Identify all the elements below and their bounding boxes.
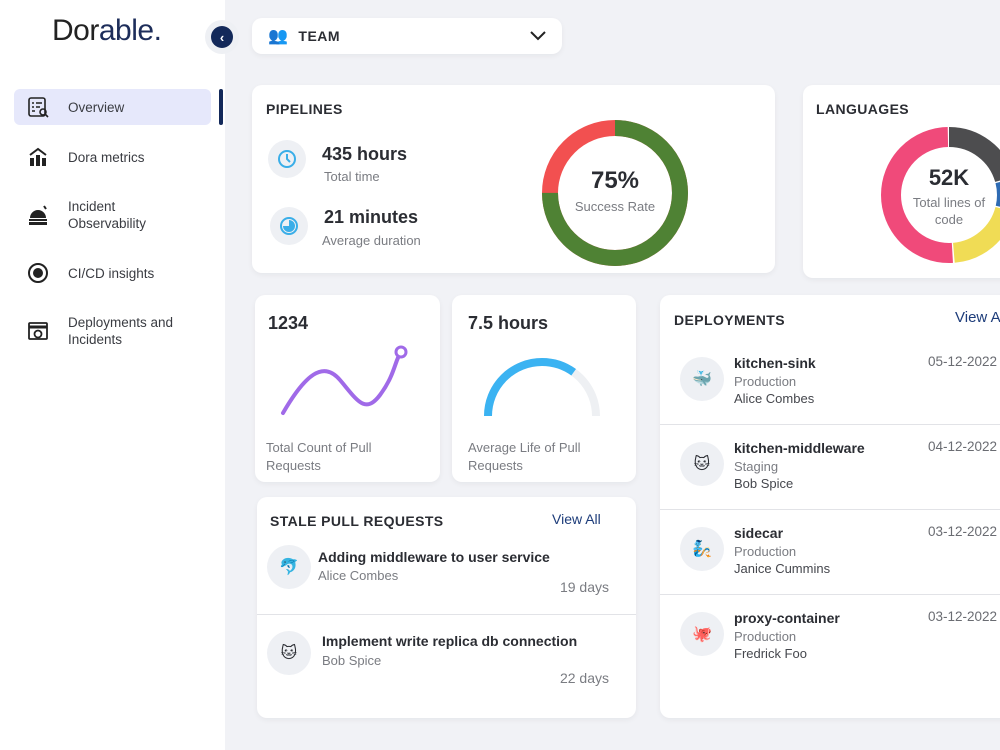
deployment-user: Janice Cummins (734, 561, 831, 576)
overview-icon (26, 95, 50, 119)
success-rate-donut (542, 120, 688, 266)
sidebar-item-label: Deployments and Incidents (68, 315, 174, 347)
donut-success-segment (542, 120, 688, 266)
chevron-left-icon: ‹ (211, 26, 233, 48)
avatar: 🐬 (267, 545, 311, 589)
deployment-date: 03-12-2022 (928, 524, 998, 539)
logo[interactable]: Dorable. (52, 14, 162, 47)
avatar: 🐱 (680, 442, 724, 486)
sidebar-item-incident-observability[interactable]: Incident Observability (14, 197, 211, 233)
total-lines-value: 52K (928, 165, 970, 190)
sidebar-item-dora-metrics[interactable]: Dora metrics (14, 145, 211, 169)
sidebar-item-label: CI/CD insights (68, 265, 155, 281)
observatory-icon (26, 203, 50, 227)
languages-donut (881, 127, 1000, 263)
gauge-fill (484, 358, 600, 417)
sidebar-item-deployments-incidents[interactable]: Deployments and Incidents (14, 313, 211, 349)
deployment-name: kitchen-sink (734, 355, 816, 371)
deployment-row[interactable]: 🐳 kitchen-sink Production Alice Combes 0… (660, 340, 1000, 425)
list-item[interactable]: 🐱 Implement write replica db connection … (257, 615, 636, 715)
sidebar-item-label: Incident Observability (68, 199, 147, 231)
window-alert-icon (26, 319, 50, 343)
pr-age: 22 days (559, 670, 609, 686)
team-icon: 👥 (268, 28, 289, 45)
avatar: 🐳 (680, 357, 724, 401)
pull-count-sparkline (281, 345, 408, 415)
sidebar-item-label: Dora metrics (68, 149, 145, 165)
deployment-name: sidecar (734, 525, 784, 541)
sidebar-item-cicd-insights[interactable]: CI/CD insights (14, 261, 211, 285)
avatar: 🧞 (680, 527, 724, 571)
languages-card: LANGUAGES 52K Total lines of code (803, 85, 1000, 278)
deployment-env: Staging (734, 459, 779, 474)
deployment-name: kitchen-middleware (734, 440, 865, 456)
pull-count-card: 1234 Total Count of Pull Requests (255, 295, 440, 482)
deployments-view-all-link[interactable]: View All (955, 309, 1000, 326)
sidebar-item-overview[interactable]: Overview (14, 89, 211, 125)
avg-duration-value: 21 minutes (324, 207, 419, 227)
deployment-user: Alice Combes (734, 391, 815, 406)
pr-author: Bob Spice (322, 653, 382, 668)
deployment-env: Production (734, 374, 797, 389)
pull-life-label: Average Life of Pull Requests (468, 440, 581, 473)
card-title: LANGUAGES (816, 101, 910, 117)
list-item[interactable]: 🐬 Adding middleware to user service Alic… (257, 537, 636, 615)
total-lines-label: Total lines of code (912, 195, 986, 227)
team-select[interactable]: 👥 TEAM (252, 18, 562, 54)
deployment-env: Production (734, 629, 797, 644)
sidebar-item-label: Overview (68, 99, 125, 115)
pull-life-card: 7.5 hours Average Life of Pull Requests (452, 295, 636, 482)
deployment-date: 03-12-2022 (928, 609, 998, 624)
deployment-user: Bob Spice (734, 476, 794, 491)
gear-cycle-icon (26, 261, 50, 285)
pull-life-gauge (484, 358, 600, 417)
deployment-name: proxy-container (734, 610, 840, 626)
pull-count-value: 1234 (268, 313, 309, 333)
chart-icon (26, 145, 50, 169)
success-rate-value: 75% (590, 167, 640, 194)
chevron-down-icon (530, 28, 546, 44)
avg-duration-label: Average duration (322, 233, 421, 248)
language-segment (881, 127, 1000, 263)
pr-title: Adding middleware to user service (318, 549, 550, 565)
collapse-sidebar-button[interactable]: ‹ (205, 20, 239, 54)
deployment-env: Production (734, 544, 797, 559)
team-select-label: TEAM (298, 28, 341, 44)
deployment-row[interactable]: 🧞 sidecar Production Janice Cummins 03-1… (660, 510, 1000, 595)
total-time-label: Total time (324, 169, 380, 184)
card-title: PIPELINES (266, 101, 343, 117)
card-title: DEPLOYMENTS (674, 312, 785, 328)
deployment-date: 05-12-2022 (928, 354, 998, 369)
avatar: 🐙 (680, 612, 724, 656)
stale-view-all-link[interactable]: View All (552, 511, 601, 527)
deployment-user: Fredrick Foo (734, 646, 807, 661)
card-title: STALE PULL REQUESTS (270, 513, 444, 529)
pipelines-card: PIPELINES 435 hours Total time 21 minute… (252, 85, 775, 273)
pull-life-value: 7.5 hours (468, 313, 549, 333)
deployment-row[interactable]: 🐙 proxy-container Production Fredrick Fo… (660, 595, 1000, 680)
total-time-value: 435 hours (322, 144, 408, 164)
avatar: 🐱 (267, 631, 311, 675)
deployment-row[interactable]: 🐱 kitchen-middleware Staging Bob Spice 0… (660, 425, 1000, 510)
pr-author: Alice Combes (318, 568, 399, 583)
pr-age: 19 days (559, 579, 609, 595)
active-indicator (219, 89, 223, 125)
success-rate-label: Success Rate (574, 199, 656, 214)
deployments-card: DEPLOYMENTS View All 🐳 kitchen-sink Prod… (660, 295, 1000, 718)
duration-icon (270, 207, 308, 245)
pr-title: Implement write replica db connection (322, 633, 578, 649)
language-segment (881, 127, 1000, 263)
stale-prs-card: STALE PULL REQUESTS View All 🐬 Adding mi… (257, 497, 636, 718)
deployment-date: 04-12-2022 (928, 439, 998, 454)
clock-icon (268, 140, 306, 178)
pull-count-label: Total Count of Pull Requests (266, 440, 372, 473)
sidebar (0, 0, 225, 750)
